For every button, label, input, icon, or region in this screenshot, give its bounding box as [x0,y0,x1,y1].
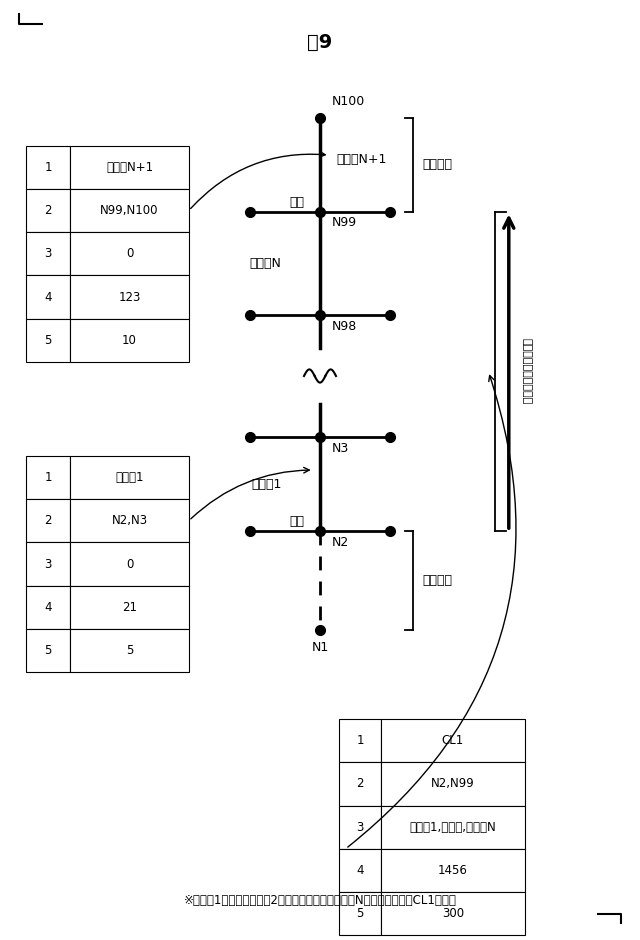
Text: 2: 2 [44,204,52,217]
Text: 4: 4 [356,864,364,877]
Text: 一時待ち時間除去区間: 一時待ち時間除去区間 [522,338,532,404]
Text: N98: N98 [332,320,356,333]
Text: N2: N2 [332,536,349,549]
FancyBboxPatch shape [70,542,189,586]
Text: 1: 1 [356,734,364,747]
Text: 1456: 1456 [438,864,468,877]
Text: 3: 3 [44,557,52,571]
Text: リンク1: リンク1 [252,478,282,491]
Text: リンクN+1: リンクN+1 [106,161,153,174]
Text: リンクN: リンクN [250,257,282,270]
FancyBboxPatch shape [70,275,189,319]
FancyBboxPatch shape [26,542,70,586]
Text: 0: 0 [126,557,133,571]
Text: 通常区間: 通常区間 [422,574,452,587]
FancyBboxPatch shape [381,892,525,935]
FancyBboxPatch shape [381,849,525,892]
Text: 始点: 始点 [289,515,304,528]
Text: 123: 123 [118,290,141,304]
Text: 通常区間: 通常区間 [422,158,452,171]
Text: 5: 5 [356,907,364,920]
Text: 300: 300 [442,907,464,920]
FancyBboxPatch shape [339,719,381,762]
Text: N99,N100: N99,N100 [100,204,159,217]
Text: 3: 3 [356,821,364,834]
FancyBboxPatch shape [26,586,70,629]
Text: N1: N1 [312,641,328,654]
FancyBboxPatch shape [70,189,189,232]
Text: リンク1,・・・,リンクN: リンク1,・・・,リンクN [410,821,496,834]
Text: 3: 3 [44,247,52,260]
FancyBboxPatch shape [26,629,70,672]
FancyBboxPatch shape [70,146,189,189]
FancyBboxPatch shape [381,719,525,762]
FancyBboxPatch shape [381,762,525,806]
Text: N99: N99 [332,216,356,229]
FancyBboxPatch shape [70,499,189,542]
FancyBboxPatch shape [26,275,70,319]
Text: リンクN+1: リンクN+1 [336,153,387,166]
FancyBboxPatch shape [70,456,189,499]
FancyBboxPatch shape [26,146,70,189]
Text: 図9: 図9 [307,33,333,52]
Text: 2: 2 [44,514,52,527]
FancyBboxPatch shape [70,232,189,275]
Text: 2: 2 [356,777,364,791]
Text: 21: 21 [122,601,137,614]
Text: 5: 5 [44,334,52,347]
Text: 10: 10 [122,334,137,347]
Text: 4: 4 [44,601,52,614]
Text: 1: 1 [44,161,52,174]
Text: N3: N3 [332,442,349,455]
FancyBboxPatch shape [26,319,70,362]
FancyBboxPatch shape [26,456,70,499]
Text: 0: 0 [126,247,133,260]
FancyBboxPatch shape [339,849,381,892]
Text: 5: 5 [44,644,52,657]
Text: 5: 5 [126,644,133,657]
FancyBboxPatch shape [70,586,189,629]
Text: N2,N3: N2,N3 [111,514,148,527]
Text: ※リンク1コスト＋リンク2コスト＋・・・＋リンクNコスト＞リンクCL1コスト: ※リンク1コスト＋リンク2コスト＋・・・＋リンクNコスト＞リンクCL1コスト [184,894,456,907]
FancyBboxPatch shape [70,319,189,362]
FancyBboxPatch shape [381,806,525,849]
FancyBboxPatch shape [339,762,381,806]
FancyBboxPatch shape [70,629,189,672]
FancyBboxPatch shape [26,499,70,542]
Text: 1: 1 [44,471,52,484]
Text: 終点: 終点 [289,196,304,209]
Text: リンク1: リンク1 [115,471,144,484]
Text: N100: N100 [332,95,365,108]
Text: 4: 4 [44,290,52,304]
FancyBboxPatch shape [339,892,381,935]
FancyBboxPatch shape [339,806,381,849]
FancyBboxPatch shape [26,232,70,275]
FancyBboxPatch shape [26,189,70,232]
Text: N2,N99: N2,N99 [431,777,475,791]
Text: CL1: CL1 [442,734,464,747]
